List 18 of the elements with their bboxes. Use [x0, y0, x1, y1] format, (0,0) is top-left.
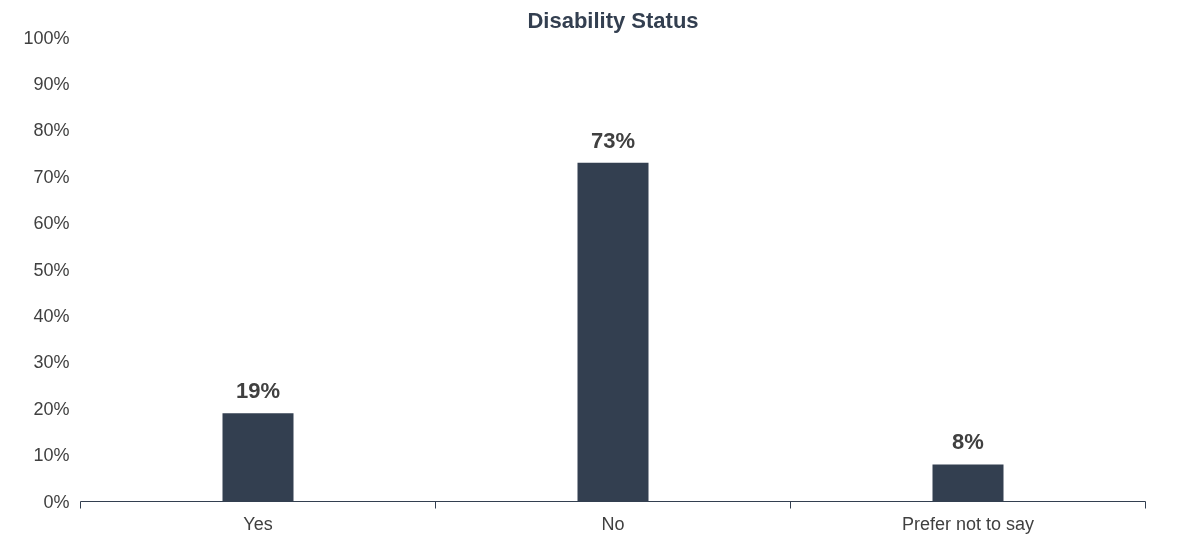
- chart-title: Disability Status: [527, 7, 699, 33]
- y-tick-label: 90%: [33, 73, 70, 94]
- y-tick-label: 80%: [33, 120, 70, 141]
- data-label: 19%: [235, 378, 281, 404]
- y-tick-label: 10%: [33, 445, 70, 466]
- y-tick-label: 30%: [33, 352, 70, 373]
- y-tick-label: 70%: [33, 166, 70, 187]
- y-tick-label: 20%: [33, 398, 70, 419]
- x-tick-label: Prefer not to say: [901, 513, 1035, 534]
- y-tick-label: 50%: [33, 259, 70, 280]
- y-tick-label: 100%: [23, 27, 70, 48]
- y-tick-label: 60%: [33, 213, 70, 234]
- y-tick-label: 0%: [43, 491, 70, 512]
- data-label: 8%: [952, 429, 984, 455]
- x-tick-label: No: [601, 513, 625, 534]
- x-tick-label: Yes: [243, 513, 273, 534]
- data-label: 73%: [590, 127, 636, 153]
- y-tick-label: 40%: [33, 305, 70, 326]
